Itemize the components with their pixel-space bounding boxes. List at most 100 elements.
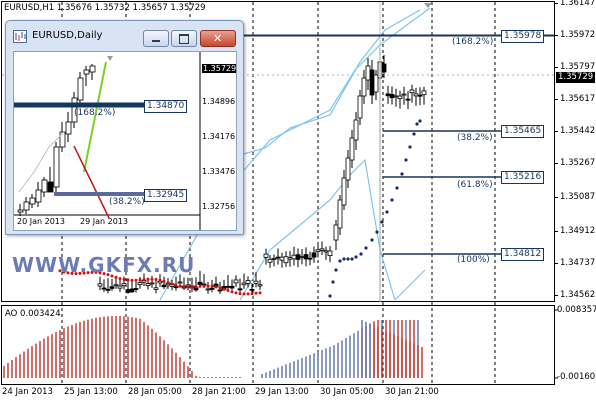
sar-dot [110,274,114,278]
sar-dot [118,277,122,281]
sar-dot [418,119,422,123]
daily-chart-plot [14,52,201,230]
candle-body [161,284,167,288]
sar-dot [218,286,222,290]
price-label: 1.35617 [560,94,596,104]
daily-current-price: 1.35729 [202,64,237,73]
candle-body [287,257,293,260]
candle-body [341,177,347,206]
candle-body [153,287,159,290]
window-title: EURUSD,Daily [32,30,103,41]
candle-body [267,258,273,263]
candle-body [117,285,123,289]
mid-band [239,9,421,156]
time-label: 30 Jan 21:00 [385,387,439,397]
daily-chart-window[interactable]: EURUSD,Daily ✕ (168.2%) 1.34870 (38.2%) … [5,20,244,235]
close-button[interactable]: ✕ [200,30,236,47]
sar-dot [70,271,74,275]
sar-dot [74,272,78,276]
level-price-tag[interactable]: 1.34812 [501,248,545,261]
daily-candle-body [89,65,96,73]
candle-body [349,137,355,161]
sar-dot [154,278,158,282]
price-label: 1.36147 [560,0,596,8]
daily-candle-body [71,97,78,123]
minimize-icon [152,40,160,42]
candle-body [217,289,223,292]
candle-body [125,289,131,293]
daily-time-label: 20 Jan 2013 [17,217,65,226]
ao-histogram [3,316,423,378]
daily-chart-area[interactable]: (168.2%) 1.34870 (38.2%) 1.32945 1.35729… [13,51,237,231]
candle-body [373,74,379,93]
sar-dot [98,271,102,275]
parabolic-sar-dots [58,119,422,298]
sar-dot [408,145,412,149]
candle-body [129,288,135,293]
ohlc-values: 1.35676 1.35732 1.35657 1.35729 [56,3,206,13]
level-percent: (168.2%) [452,37,494,47]
candle-body [333,224,339,241]
candle-body [109,286,115,289]
sar-dot [331,280,335,284]
daily-level-tag[interactable]: 1.32945 [144,189,188,202]
watermark-logo: WWW.GKFX.RU [12,253,196,277]
sar-dot [178,284,182,288]
candle-body [345,157,351,181]
level-price-tag[interactable]: 1.35465 [501,125,545,138]
sar-dot [242,292,246,296]
candle-body [311,252,317,258]
window-title-bar[interactable]: EURUSD,Daily ✕ [6,21,243,51]
sar-dot [412,132,416,136]
sar-dot [62,270,66,274]
level-price-tag[interactable]: 1.35978 [501,30,545,43]
sar-dot [86,271,90,275]
sar-dot [254,291,258,295]
candle-body [177,281,183,284]
minimize-button[interactable] [143,30,169,47]
time-label: 28 Jan 21:00 [192,387,246,397]
daily-candles [14,61,144,219]
sar-dot [150,277,154,281]
sar-dot [370,238,374,242]
sar-dot [142,278,146,282]
candle-body [397,95,403,100]
sar-dot [395,186,399,190]
sar-dot [194,285,198,289]
candle-body [381,63,387,73]
daily-red-line [73,145,110,219]
sar-dot [198,284,202,288]
candle-body [245,280,251,284]
lower-band [239,158,396,301]
candle-body [337,199,343,229]
daily-candle-body [17,209,24,213]
sar-dot [66,271,70,275]
price-label: 1.34562 [560,290,596,300]
sar-dot [170,282,174,286]
daily-candle-body [23,201,30,211]
candle-body [209,287,215,290]
level-price-tag[interactable]: 1.35216 [501,171,545,184]
maximize-button[interactable] [171,30,197,47]
candle-body [145,283,151,287]
sar-dot [102,272,106,276]
daily-price-label: 1.34176 [202,132,236,141]
sar-dot [146,277,150,281]
sar-dot [342,257,346,261]
chart-shift-marker[interactable] [424,3,432,8]
sar-dot [122,278,126,282]
candle-body [275,256,281,259]
sar-dot [82,271,86,275]
sar-dot [359,252,363,256]
sar-dot [385,210,389,214]
daily-level-tag[interactable]: 1.34870 [144,100,188,113]
candle-body [257,284,263,287]
sar-dot [190,285,194,289]
candle-body [205,288,211,291]
price-label: 1.35797 [560,62,596,72]
daily-green-line [83,61,107,173]
chart-window-icon [13,30,27,43]
candle-body [369,69,375,96]
candle-body [249,288,255,291]
